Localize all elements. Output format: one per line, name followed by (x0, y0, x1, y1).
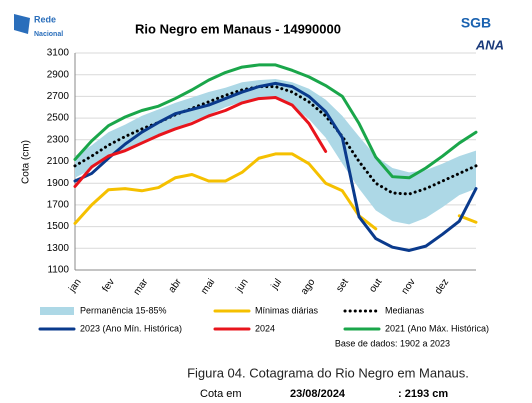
logo-text: Nacional (34, 31, 63, 38)
x-tick-label: mar (132, 276, 151, 297)
x-tick-label: jun (233, 277, 250, 295)
source: Base de dados: 1902 a 2023 (335, 338, 450, 348)
y-tick-label: 1700 (47, 200, 70, 211)
logo-text: Rede (34, 14, 56, 24)
line-series (73, 152, 378, 231)
chart-title: Rio Negro em Manaus - 14990000 (135, 21, 341, 36)
y-tick-label: 2900 (47, 69, 70, 80)
line-series (73, 95, 328, 188)
x-tick-label: nov (400, 277, 418, 297)
caption-label: Cota em (200, 388, 242, 400)
caption-value: : 2193 cm (398, 388, 448, 400)
logo-text: SGB (461, 15, 491, 31)
legend-label: 2024 (255, 323, 275, 333)
x-tick-label: mai (199, 277, 217, 297)
x-tick-label: fev (100, 277, 117, 294)
caption: Figura 04. Cotagrama do Rio Negro em Man… (187, 365, 469, 380)
logo-left: Rede Nacional (14, 14, 63, 38)
x-tick-label: set (334, 277, 351, 294)
y-axis-label: Cota (cm) (21, 140, 32, 184)
y-tick-label: 1500 (47, 221, 70, 232)
caption-date: 23/08/2024 (290, 388, 346, 400)
line-series (73, 81, 478, 252)
y-tick-label: 1300 (47, 243, 70, 254)
x-tick-label: jan (66, 277, 83, 295)
x-tick-label: jul (269, 277, 284, 292)
legend-label: 2023 (Ano Mín. Histórica) (80, 323, 182, 333)
x-tick-label: out (367, 277, 384, 295)
band (75, 79, 476, 225)
y-tick-label: 1100 (47, 265, 69, 276)
legend-label: 2021 (Ano Máx. Histórica) (385, 323, 489, 333)
legend-label: Permanência 15-85% (80, 305, 167, 315)
y-tick-label: 1900 (47, 178, 70, 189)
legend-label: Mínimas diárias (255, 305, 319, 315)
x-tick-label: dez (433, 277, 451, 297)
y-tick-label: 2700 (47, 91, 70, 102)
y-tick-label: 2100 (47, 156, 70, 167)
line-series (73, 85, 478, 196)
legend-swatch (40, 307, 74, 315)
x-tick-label: ago (299, 277, 318, 297)
x-tick-label: abr (167, 276, 185, 295)
y-tick-label: 3100 (47, 48, 70, 59)
line-series (73, 63, 478, 180)
y-tick-label: 2500 (47, 113, 70, 124)
logo-icon (14, 14, 30, 34)
logo-text: ANA (475, 37, 504, 52)
legend-label: Medianas (385, 305, 425, 315)
y-tick-label: 2300 (47, 134, 70, 145)
